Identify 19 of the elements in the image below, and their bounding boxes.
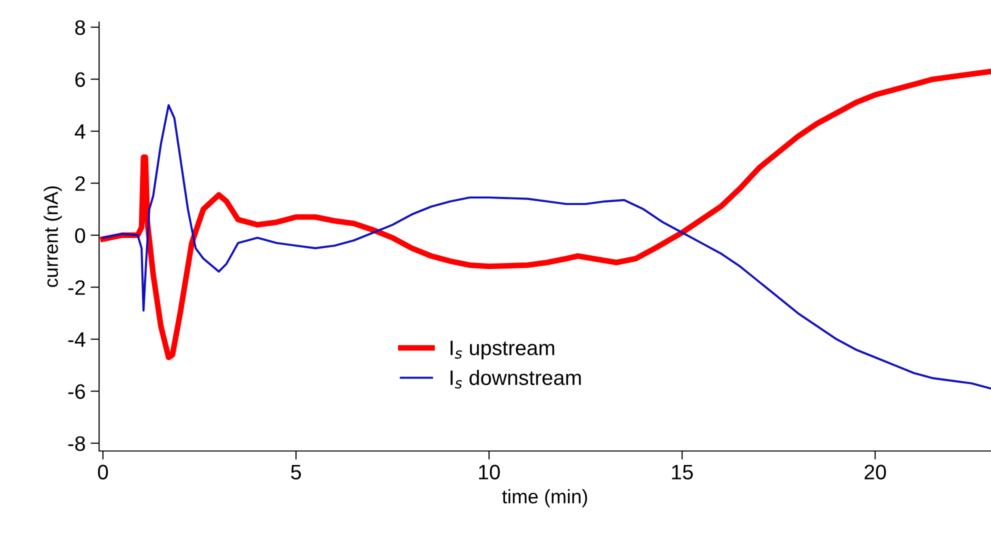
x-tick-label: 0	[98, 464, 108, 480]
y-tick-label: -8	[68, 436, 85, 451]
y-tick-label: 4	[74, 124, 86, 139]
x-tick-label: 15	[672, 464, 693, 480]
x-tick-label: 5	[291, 464, 301, 480]
y-tick-label: 8	[75, 20, 85, 35]
x-axis-title: time (min)	[502, 489, 588, 508]
y-tick-label: 2	[75, 176, 85, 191]
y-axis-title: current (nA)	[44, 186, 62, 287]
y-tick-label: -6	[68, 384, 85, 399]
x-tick-label: 10	[479, 464, 500, 480]
line-series	[102, 104, 991, 390]
y-tick-label: -4	[68, 332, 86, 347]
y-tick-label: -2	[68, 280, 85, 295]
y-tick-label: 0	[75, 228, 86, 243]
y-tick-label: 6	[75, 72, 85, 87]
legend-label: I$_{s}$ upstream	[450, 340, 554, 360]
x-tick-label: 20	[864, 464, 886, 480]
legend-label: I$_{s}$ downstream	[450, 370, 581, 389]
